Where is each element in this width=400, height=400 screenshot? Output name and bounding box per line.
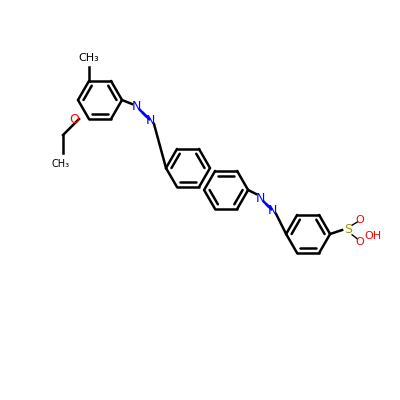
Text: N: N (268, 204, 277, 216)
Text: S: S (344, 223, 352, 236)
Text: N: N (131, 100, 141, 112)
Text: N: N (256, 192, 265, 204)
Text: CH₃: CH₃ (79, 53, 99, 63)
Text: O: O (69, 112, 79, 126)
Text: CH₃: CH₃ (51, 159, 69, 169)
Text: N: N (145, 114, 155, 126)
Text: OH: OH (364, 231, 381, 241)
Text: O: O (356, 215, 364, 225)
Text: O: O (356, 237, 364, 247)
